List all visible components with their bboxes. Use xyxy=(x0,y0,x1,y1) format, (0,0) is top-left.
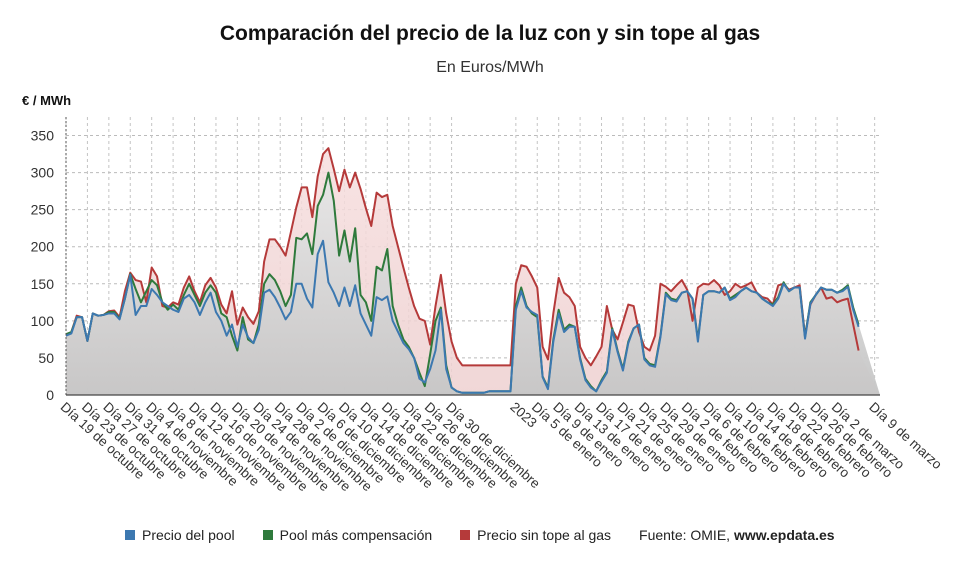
series-lines xyxy=(65,147,860,394)
source-site: www.epdata.es xyxy=(733,527,835,543)
y-tick-label: 250 xyxy=(31,202,55,218)
y-tick-labels: 0 50 100 150 200 250 300 350 xyxy=(31,128,55,403)
y-tick-label: 300 xyxy=(31,165,55,181)
source-note: Fuente: OMIE, www.epdata.es xyxy=(639,527,835,543)
legend-swatch-pool xyxy=(125,530,135,540)
axes xyxy=(65,117,880,396)
legend-label-compensation: Pool más compensación xyxy=(279,527,433,543)
y-tick-label: 100 xyxy=(31,313,55,329)
series-line-precio-pool xyxy=(65,239,860,394)
y-tick-label: 0 xyxy=(46,387,54,403)
y-tick-label: 200 xyxy=(31,239,55,255)
legend: Precio del pool Pool más compensación Pr… xyxy=(125,527,835,543)
legend-item-compensation: Pool más compensación xyxy=(262,527,433,543)
source-prefix: Fuente: OMIE, xyxy=(639,527,734,543)
chart-subtitle: En Euros/MWh xyxy=(436,59,544,76)
y-tick-label: 50 xyxy=(38,350,54,366)
line-chart: € / MWh 0 50 100 150 200 250 300 350 Día 19 de … xyxy=(22,93,945,494)
legend-label-pool: Precio del pool xyxy=(142,527,235,543)
y-axis-unit-label: € / MWh xyxy=(22,93,71,108)
legend-swatch-compensation xyxy=(262,530,273,540)
chart-title: Comparación del precio de la luz con y s… xyxy=(219,22,761,45)
area-pool-compensacion xyxy=(66,172,880,395)
legend-item-no-cap: Precio sin tope al gas xyxy=(460,527,611,543)
area-fills xyxy=(66,148,880,395)
legend-item-pool: Precio del pool xyxy=(125,527,235,543)
legend-label-no-cap: Precio sin tope al gas xyxy=(477,527,612,543)
y-tick-label: 350 xyxy=(31,128,55,144)
y-tick-label: 150 xyxy=(31,276,55,292)
legend-swatch-no-cap xyxy=(460,530,471,540)
